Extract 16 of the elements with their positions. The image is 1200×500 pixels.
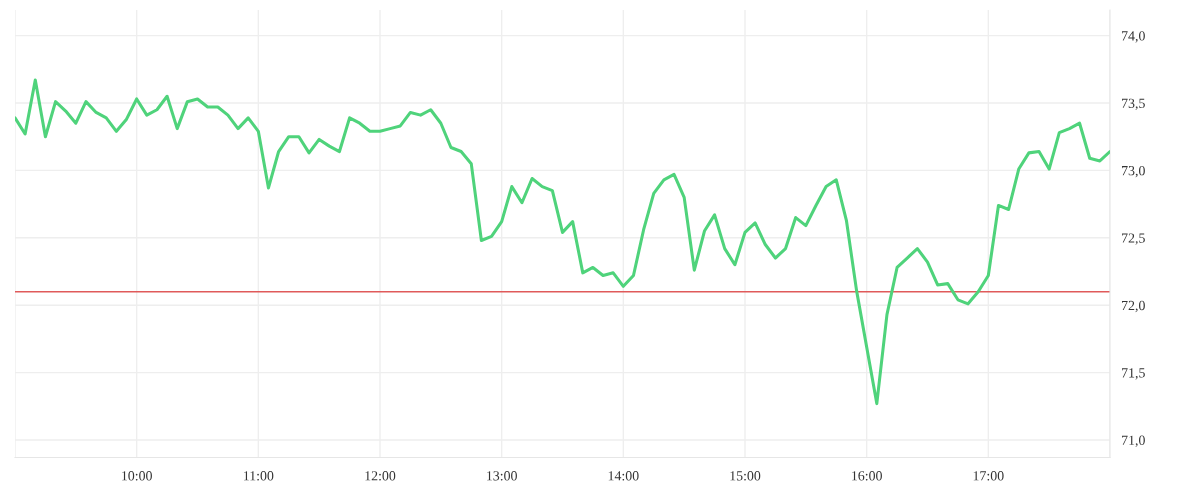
- y-tick-label: 73,0: [1122, 165, 1145, 178]
- line-series: [15, 78, 1110, 406]
- x-tick-label: 10:00: [122, 471, 152, 481]
- x-tick-label: 16:00: [852, 471, 882, 481]
- x-tick-label: 14:00: [608, 471, 639, 481]
- y-tick-label: 72,5: [1122, 233, 1145, 245]
- x-tick-label: 15:00: [730, 471, 761, 481]
- y-tick-label: 73,5: [1122, 98, 1145, 110]
- y-tick-label: 71,0: [1122, 435, 1145, 447]
- y-tick-label: 74,0: [1122, 31, 1145, 43]
- y-tick-label: 71,5: [1122, 368, 1145, 380]
- x-tick-label: 11:00: [244, 471, 274, 481]
- y-tick-label: 72,0: [1122, 300, 1145, 313]
- x-tick-label: 12:00: [365, 471, 396, 481]
- x-tick-label: 17:00: [973, 471, 1004, 481]
- x-tick-label: 13:00: [487, 471, 517, 481]
